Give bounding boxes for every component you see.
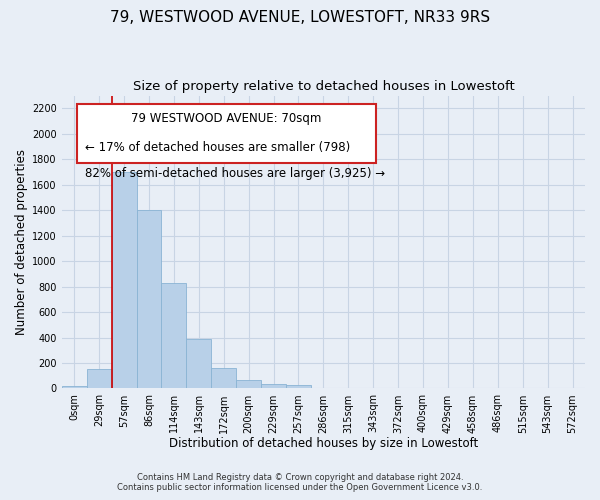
Title: Size of property relative to detached houses in Lowestoft: Size of property relative to detached ho… xyxy=(133,80,514,93)
Text: 79 WESTWOOD AVENUE: 70sqm: 79 WESTWOOD AVENUE: 70sqm xyxy=(131,112,322,124)
Text: ← 17% of detached houses are smaller (798): ← 17% of detached houses are smaller (79… xyxy=(85,141,350,154)
Bar xyxy=(236,380,261,388)
Bar xyxy=(187,340,211,388)
Y-axis label: Number of detached properties: Number of detached properties xyxy=(15,149,28,335)
Bar xyxy=(137,210,161,388)
Text: 82% of semi-detached houses are larger (3,925) →: 82% of semi-detached houses are larger (… xyxy=(85,168,385,180)
Bar xyxy=(86,368,112,388)
Bar xyxy=(112,172,137,388)
Text: Contains public sector information licensed under the Open Government Licence v3: Contains public sector information licen… xyxy=(118,484,482,492)
Bar xyxy=(211,368,236,388)
Bar xyxy=(62,386,86,388)
X-axis label: Distribution of detached houses by size in Lowestoft: Distribution of detached houses by size … xyxy=(169,437,478,450)
Bar xyxy=(261,384,286,388)
Bar xyxy=(161,283,187,389)
Bar xyxy=(286,386,311,388)
FancyBboxPatch shape xyxy=(77,104,376,163)
Text: 79, WESTWOOD AVENUE, LOWESTOFT, NR33 9RS: 79, WESTWOOD AVENUE, LOWESTOFT, NR33 9RS xyxy=(110,10,490,25)
Text: Contains HM Land Registry data © Crown copyright and database right 2024.: Contains HM Land Registry data © Crown c… xyxy=(137,474,463,482)
